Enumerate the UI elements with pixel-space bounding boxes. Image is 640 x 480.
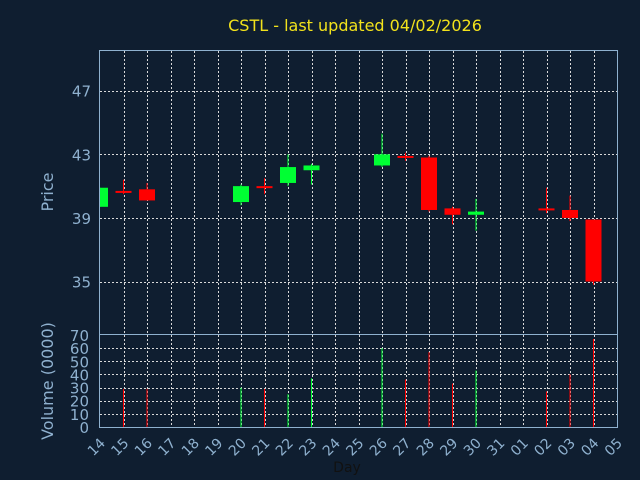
x-tick-label: 23 — [296, 436, 320, 460]
x-tick-label: 02 — [531, 436, 555, 460]
chart-title: CSTL - last updated 04/02/2026 — [228, 16, 482, 35]
x-tick-label: 19 — [202, 436, 226, 460]
x-tick-label: 30 — [461, 436, 485, 460]
x-tick-label: 15 — [108, 436, 132, 460]
candle-body — [139, 189, 155, 201]
candle-body — [585, 219, 602, 282]
x-tick-label: 14 — [85, 435, 109, 459]
x-tick-label: 03 — [555, 436, 579, 460]
candle-body — [444, 208, 461, 215]
x-tick-label: 26 — [367, 435, 391, 459]
price-tick-label: 47 — [72, 83, 91, 101]
x-tick-label: 04 — [578, 435, 602, 459]
x-tick-label: 27 — [390, 436, 414, 460]
volume-tick-label: 50 — [70, 353, 89, 371]
volume-tick-label: 70 — [70, 327, 89, 345]
candle-body — [538, 208, 555, 211]
volume-tick-label: 30 — [70, 380, 89, 398]
candle-body — [303, 165, 320, 171]
candle-body — [115, 190, 132, 193]
candle-body — [280, 167, 296, 183]
x-tick-label: 29 — [437, 436, 461, 460]
x-axis-label: Day — [333, 460, 361, 476]
volume-tick-label: 10 — [70, 406, 89, 424]
x-tick-label: 24 — [320, 435, 344, 459]
volume-panel-frame — [99, 334, 618, 428]
volume-bars — [123, 338, 594, 427]
volume-tick-label: 20 — [70, 393, 89, 411]
price-tick-label: 43 — [72, 146, 91, 164]
grid-lines — [100, 51, 617, 427]
x-tick-label: 01 — [508, 436, 532, 460]
price-candles — [100, 133, 602, 285]
candle-body — [397, 155, 414, 158]
x-tick-label: 22 — [273, 436, 297, 460]
volume-tick-label: 0 — [79, 419, 89, 437]
candle-body — [562, 209, 578, 218]
candle-body — [468, 211, 484, 215]
x-tick-label: 25 — [343, 436, 367, 460]
x-tick-label: 31 — [484, 436, 508, 460]
x-tick-label: 18 — [179, 436, 203, 460]
volume-tick-label: 60 — [70, 340, 89, 358]
price-tick-label: 39 — [72, 210, 91, 228]
price-panel-frame — [99, 50, 618, 335]
y-axis-label-volume: Volume (0000) — [38, 322, 57, 440]
x-tick-label: 05 — [602, 436, 626, 460]
candle-body — [100, 187, 108, 207]
price-tick-label: 35 — [72, 274, 91, 292]
x-tick-label: 17 — [155, 436, 179, 460]
x-tick-label: 16 — [132, 435, 156, 459]
candle-body — [374, 154, 390, 166]
candle-body — [233, 186, 249, 203]
candle-body — [256, 186, 273, 189]
x-tick-label: 20 — [226, 436, 250, 460]
x-tick-label: 21 — [249, 436, 273, 460]
candle-body — [421, 157, 437, 210]
y-axis-label-price: Price — [38, 172, 57, 211]
volume-tick-label: 40 — [70, 366, 89, 384]
x-tick-labels: 14 15 16 17 18 19 20 21 22 23 24 25 26 27 28 29 30 31 01 02… — [85, 435, 626, 459]
x-tick-label: 28 — [414, 436, 438, 460]
